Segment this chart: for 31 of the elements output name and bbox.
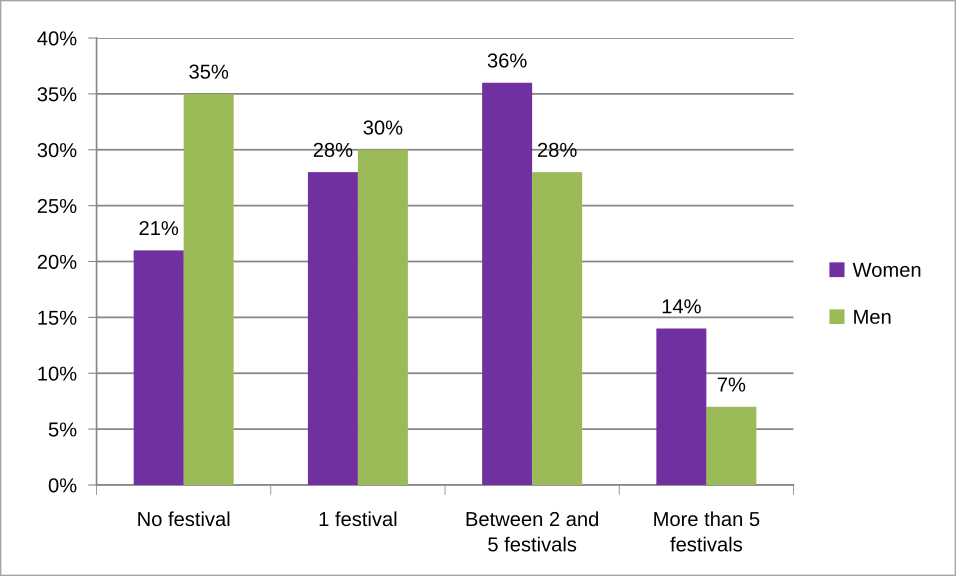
y-tick-label: 30% (38, 142, 76, 158)
y-tick-label: 10% (38, 366, 76, 381)
y-tick-label: 25% (38, 198, 76, 214)
legend-label: Women (852, 262, 920, 277)
data-label: 7% (718, 378, 746, 392)
x-tick-label: More than 5 festivals (654, 511, 760, 552)
bar (184, 94, 234, 485)
y-tick-label: 0% (48, 478, 76, 492)
y-tick-label: 15% (38, 310, 76, 325)
bar (656, 328, 706, 485)
data-label: 28% (314, 142, 352, 158)
data-label: 36% (488, 53, 527, 68)
y-tick-label: 5% (48, 422, 76, 437)
bar (358, 150, 408, 485)
legend-label: Men (854, 310, 890, 324)
x-tick-label: 1 festival (320, 511, 396, 526)
x-tick-label: Between 2 and 5 festivals (466, 511, 598, 552)
bar (308, 172, 358, 485)
y-tick-label: 40% (37, 31, 76, 46)
data-label: 30% (364, 120, 402, 135)
bar (482, 82, 532, 485)
y-tick-label: 35% (38, 87, 76, 102)
x-tick-label: No festival (138, 511, 230, 526)
bar (532, 172, 582, 485)
data-label: 14% (662, 299, 701, 314)
y-tick-label: 20% (38, 254, 76, 269)
data-label: 28% (538, 142, 577, 158)
bar (706, 406, 756, 485)
data-label: 35% (189, 64, 228, 79)
data-label: 21% (140, 220, 178, 236)
bar (134, 250, 184, 485)
